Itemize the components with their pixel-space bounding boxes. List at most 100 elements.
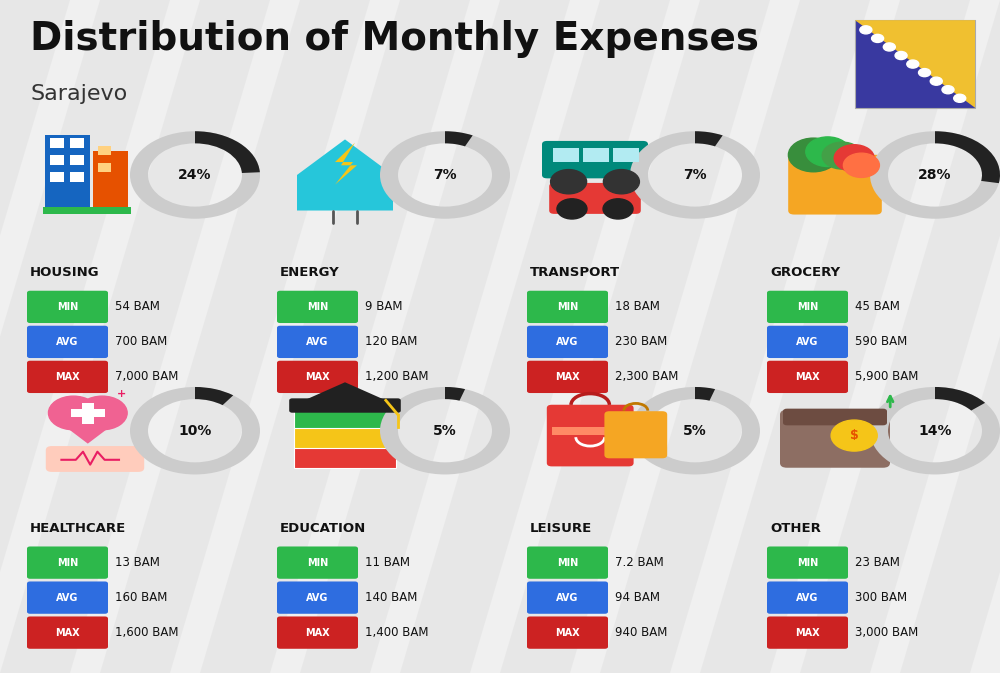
Text: Sarajevo: Sarajevo	[30, 84, 127, 104]
Text: 7,000 BAM: 7,000 BAM	[115, 370, 178, 384]
Polygon shape	[800, 0, 1000, 673]
Text: 23 BAM: 23 BAM	[855, 556, 900, 569]
Text: LEISURE: LEISURE	[530, 522, 592, 534]
Circle shape	[551, 170, 587, 194]
FancyBboxPatch shape	[553, 148, 579, 162]
Text: 7.2 BAM: 7.2 BAM	[615, 556, 664, 569]
Text: AVG: AVG	[306, 593, 329, 602]
FancyBboxPatch shape	[98, 163, 110, 172]
FancyBboxPatch shape	[45, 135, 90, 209]
Text: MIN: MIN	[57, 302, 78, 312]
Wedge shape	[935, 131, 1000, 183]
Text: HOUSING: HOUSING	[30, 266, 100, 279]
Text: AVG: AVG	[56, 593, 79, 602]
Wedge shape	[380, 387, 510, 474]
Text: 10%: 10%	[178, 424, 212, 437]
Polygon shape	[300, 0, 570, 673]
FancyBboxPatch shape	[50, 172, 64, 182]
Text: 1,600 BAM: 1,600 BAM	[115, 626, 178, 639]
Circle shape	[831, 420, 877, 451]
Text: 9 BAM: 9 BAM	[365, 300, 403, 314]
FancyBboxPatch shape	[527, 326, 608, 358]
Text: 13 BAM: 13 BAM	[115, 556, 160, 569]
FancyBboxPatch shape	[855, 20, 975, 108]
Polygon shape	[0, 0, 170, 673]
FancyBboxPatch shape	[277, 361, 358, 393]
FancyBboxPatch shape	[27, 616, 108, 649]
Text: TRANSPORT: TRANSPORT	[530, 266, 620, 279]
Wedge shape	[130, 131, 260, 219]
FancyBboxPatch shape	[27, 291, 108, 323]
FancyBboxPatch shape	[70, 155, 84, 165]
FancyBboxPatch shape	[767, 546, 848, 579]
Text: 5%: 5%	[683, 424, 707, 437]
Text: MAX: MAX	[795, 628, 820, 637]
Text: 5%: 5%	[433, 424, 457, 437]
Text: 7%: 7%	[683, 168, 707, 182]
Circle shape	[48, 396, 98, 430]
Text: MAX: MAX	[305, 372, 330, 382]
Text: MIN: MIN	[797, 302, 818, 312]
FancyBboxPatch shape	[780, 410, 890, 468]
Text: MIN: MIN	[57, 558, 78, 567]
Text: AVG: AVG	[306, 337, 329, 347]
Text: AVG: AVG	[796, 593, 819, 602]
Polygon shape	[900, 0, 1000, 673]
Text: MAX: MAX	[305, 628, 330, 637]
Text: $: $	[850, 429, 859, 442]
Text: 140 BAM: 140 BAM	[365, 591, 417, 604]
Text: MIN: MIN	[307, 302, 328, 312]
FancyBboxPatch shape	[27, 546, 108, 579]
FancyBboxPatch shape	[46, 446, 144, 472]
Polygon shape	[600, 0, 870, 673]
Polygon shape	[304, 382, 386, 411]
FancyBboxPatch shape	[767, 581, 848, 614]
FancyBboxPatch shape	[43, 207, 130, 214]
Circle shape	[843, 153, 879, 178]
Text: MIN: MIN	[557, 302, 578, 312]
Circle shape	[919, 69, 931, 77]
Text: 54 BAM: 54 BAM	[115, 300, 160, 314]
FancyBboxPatch shape	[277, 581, 358, 614]
Text: 11 BAM: 11 BAM	[365, 556, 410, 569]
Wedge shape	[630, 387, 760, 474]
Text: MAX: MAX	[55, 372, 80, 382]
Text: MIN: MIN	[307, 558, 328, 567]
Circle shape	[77, 396, 127, 430]
FancyBboxPatch shape	[50, 155, 64, 165]
FancyBboxPatch shape	[527, 291, 608, 323]
Circle shape	[895, 51, 907, 59]
FancyBboxPatch shape	[294, 427, 396, 448]
Circle shape	[788, 138, 838, 172]
FancyBboxPatch shape	[527, 581, 608, 614]
FancyBboxPatch shape	[767, 326, 848, 358]
Circle shape	[603, 170, 639, 194]
Text: OTHER: OTHER	[770, 522, 821, 534]
FancyBboxPatch shape	[82, 403, 94, 424]
Wedge shape	[935, 387, 985, 411]
Text: AVG: AVG	[556, 593, 579, 602]
FancyBboxPatch shape	[98, 146, 110, 155]
FancyBboxPatch shape	[783, 409, 887, 425]
Polygon shape	[200, 0, 470, 673]
Text: AVG: AVG	[796, 337, 819, 347]
FancyBboxPatch shape	[767, 291, 848, 323]
Text: 24%: 24%	[178, 168, 212, 182]
Wedge shape	[195, 131, 260, 173]
Text: AVG: AVG	[556, 337, 579, 347]
Text: MAX: MAX	[795, 372, 820, 382]
Text: MIN: MIN	[797, 558, 818, 567]
Text: GROCERY: GROCERY	[770, 266, 840, 279]
FancyBboxPatch shape	[277, 616, 358, 649]
Text: 1,400 BAM: 1,400 BAM	[365, 626, 429, 639]
Polygon shape	[100, 0, 370, 673]
Polygon shape	[0, 0, 70, 673]
Text: EDUCATION: EDUCATION	[280, 522, 366, 534]
FancyBboxPatch shape	[277, 291, 358, 323]
Circle shape	[806, 137, 850, 166]
Circle shape	[834, 145, 874, 172]
Circle shape	[557, 199, 587, 219]
Text: AVG: AVG	[56, 337, 79, 347]
Text: 28%: 28%	[918, 168, 952, 182]
Circle shape	[942, 85, 954, 94]
